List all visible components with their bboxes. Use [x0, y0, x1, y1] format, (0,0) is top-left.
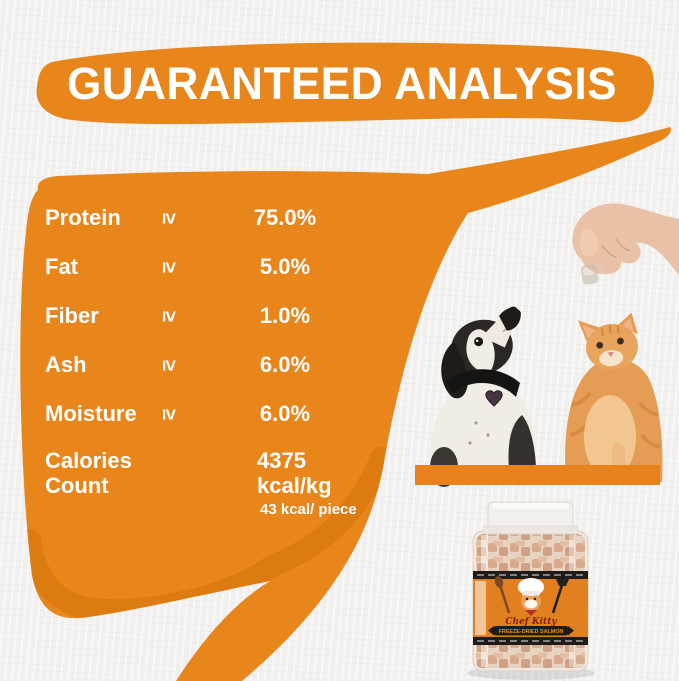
row-label: Moisture	[45, 401, 137, 426]
guaranteed-analysis-table: Protein ≥ 75.0% Fat ≥ 5.0% Fiber ≥ 1.0% …	[45, 195, 375, 525]
row-value: 1.0%	[259, 303, 311, 328]
hand-illustration	[572, 203, 679, 275]
row-label: Protein	[45, 205, 121, 230]
greater-equal-icon: ≥	[157, 213, 180, 224]
product-name-text: FREEZE-DRIED SALMON	[499, 629, 564, 635]
calories-value: 4375 kcal/kg	[257, 448, 332, 498]
table-row-moisture: Moisture ≥ 6.0%	[45, 401, 375, 429]
page-title: GUARANTEED ANALYSIS	[66, 58, 617, 109]
jar-label: Chef Kitty FREEZE-DRIED SALMON	[473, 571, 588, 645]
calories-label: Calories Count	[45, 448, 132, 498]
brand-name-text: Chef Kitty	[505, 617, 557, 627]
greater-equal-icon: ≥	[157, 360, 180, 371]
table-row-ash: Ash ≥ 6.0%	[45, 352, 375, 380]
row-value: 75.0%	[253, 205, 317, 230]
treat-jar-photo: Chef Kitty FREEZE-DRIED SALMON	[467, 501, 595, 680]
greater-equal-icon: ≥	[157, 311, 180, 322]
table-row-protein: Protein ≥ 75.0%	[45, 205, 375, 233]
row-value: 6.0%	[259, 352, 311, 377]
row-value: 6.0%	[259, 401, 311, 426]
product-name-ribbon: FREEZE-DRIED SALMON	[488, 626, 574, 636]
table-row-fat: Fat ≥ 5.0%	[45, 254, 375, 282]
greater-equal-icon: ≥	[157, 409, 180, 420]
table-row-fiber: Fiber ≥ 1.0%	[45, 303, 375, 331]
calories-per-piece-note: 43 kcal/ piece	[260, 501, 357, 518]
row-value: 5.0%	[259, 254, 311, 279]
label-side-panel	[475, 581, 486, 635]
dog-and-cat-photo	[415, 306, 663, 487]
pets-platform-bar-front	[415, 465, 660, 485]
jar-lid	[482, 501, 579, 535]
row-label: Fat	[45, 254, 78, 279]
greater-equal-icon: ≥	[157, 262, 180, 273]
cat-illustration	[565, 312, 663, 482]
row-label: Fiber	[45, 303, 99, 328]
dog-illustration	[430, 306, 537, 487]
row-label: Ash	[45, 352, 87, 377]
hand-holding-treat-photo	[572, 203, 679, 285]
